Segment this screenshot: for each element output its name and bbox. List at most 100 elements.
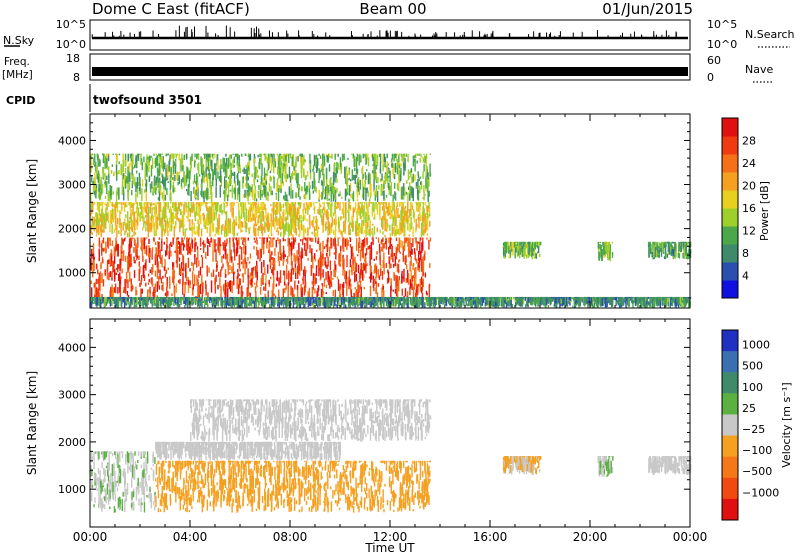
power-cell [206, 153, 208, 161]
power-cell [522, 241, 524, 246]
power-cell [225, 205, 227, 208]
power-cell [162, 159, 165, 172]
power-cell [200, 190, 202, 196]
power-cell [407, 217, 409, 231]
power-cell [121, 185, 124, 195]
power-cell [254, 282, 256, 285]
power-cell [660, 247, 663, 257]
power-cell [272, 262, 274, 266]
power-cell [124, 153, 127, 163]
power-cell [277, 230, 280, 236]
power-cell [383, 205, 385, 218]
power-cell [260, 153, 263, 156]
power-cell [416, 223, 418, 228]
power-cell [602, 241, 604, 247]
power-cell [292, 153, 294, 168]
power-cell [180, 220, 183, 227]
power-cell [672, 249, 674, 257]
power-cell [257, 175, 260, 178]
power-cell [134, 232, 137, 235]
power-cell [368, 245, 371, 250]
power-cell [670, 252, 672, 255]
power-cell [173, 161, 175, 167]
power-cell [134, 260, 136, 264]
power-cell [417, 241, 419, 244]
power-cell [184, 305, 186, 308]
power-cell [135, 182, 137, 193]
power-cell [244, 237, 247, 246]
power-cell [248, 228, 250, 231]
power-cell [238, 254, 241, 267]
power-cell [533, 243, 536, 248]
power-cell [522, 297, 525, 305]
power-cell [135, 170, 138, 174]
power-cell [225, 227, 228, 237]
power-cell [384, 234, 386, 237]
power-cell [362, 246, 364, 259]
power-cell [247, 256, 249, 261]
power-cell [145, 221, 147, 227]
power-cell [423, 164, 425, 172]
power-cell [233, 219, 236, 231]
power-cell [370, 242, 372, 253]
power-cell [531, 257, 534, 260]
power-cell [531, 241, 534, 253]
power-cell [251, 203, 253, 212]
power-cell [265, 222, 268, 228]
power-cell [163, 178, 166, 187]
power-cell [350, 283, 352, 287]
power-cell [377, 273, 380, 279]
power-cell [659, 296, 662, 308]
power-cell [195, 181, 197, 185]
power-cell [194, 274, 196, 287]
power-cell [93, 202, 95, 205]
power-cell [311, 248, 313, 255]
power-cell [596, 296, 598, 307]
power-cell [109, 197, 111, 202]
power-cell [147, 202, 149, 208]
power-cell [189, 296, 191, 304]
power-cell [346, 173, 348, 180]
power-cell [339, 263, 342, 267]
power-cell [294, 255, 297, 265]
power-cell [372, 164, 374, 167]
power-cell [110, 253, 113, 263]
power-cell [236, 153, 238, 156]
power-cell [111, 208, 114, 220]
power-cell [292, 267, 295, 275]
power-cell [214, 281, 216, 288]
power-cell [127, 279, 129, 289]
power-cell [633, 296, 635, 304]
power-cell [241, 237, 244, 239]
power-cell [326, 226, 328, 229]
power-cell [222, 263, 224, 268]
power-cell [306, 218, 308, 222]
power-cell [418, 250, 420, 261]
power-cell [192, 180, 195, 185]
power-cell [152, 291, 154, 297]
power-cell [339, 283, 341, 290]
power-cell [315, 265, 318, 276]
power-cell [375, 171, 378, 179]
power-cell [131, 190, 133, 196]
power-cell [227, 184, 230, 197]
power-cell [139, 202, 141, 206]
power-cell [382, 219, 384, 229]
power-cell [685, 242, 687, 256]
power-cell [269, 259, 271, 262]
power-cell [356, 181, 358, 188]
power-cell [229, 154, 231, 167]
power-cell [413, 248, 416, 255]
power-cell [318, 180, 320, 184]
power-cell [290, 221, 293, 232]
power-cell [373, 159, 375, 165]
power-cell [184, 282, 186, 294]
power-cell [327, 271, 329, 280]
power-cell [684, 246, 687, 249]
power-cell [181, 268, 184, 272]
power-cell [382, 191, 384, 196]
power-cell [152, 237, 155, 241]
power-cell [196, 173, 198, 184]
power-cell [131, 212, 133, 215]
power-cell [169, 221, 171, 232]
